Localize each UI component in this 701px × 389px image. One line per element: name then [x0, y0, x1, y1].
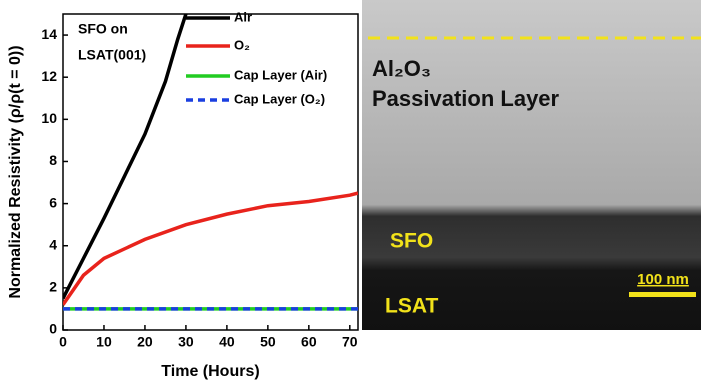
plot-frame — [62, 13, 359, 331]
annotation: SFO on — [78, 21, 128, 37]
tem-micrograph — [362, 0, 701, 330]
series-line — [63, 191, 358, 306]
y-axis-label: Normalized Resistivity (ρ/ρ(t = 0)) — [7, 45, 24, 298]
plot-lines — [63, 14, 358, 311]
y-tick-label: 6 — [49, 194, 57, 210]
y-tick-label: 14 — [41, 26, 57, 42]
y-tick-label: 8 — [49, 152, 57, 168]
tem-image: Al₂O₃ Passivation Layer SFO LSAT 100 nm — [362, 0, 701, 330]
x-tick-label: 50 — [260, 334, 276, 350]
x-tick-label: 70 — [342, 334, 358, 350]
legend-label: Cap Layer (Air) — [234, 67, 327, 82]
legend-label: Cap Layer (O₂) — [234, 91, 325, 106]
x-axis-label: Time (Hours) — [161, 363, 259, 380]
y-tick-label: 2 — [49, 279, 57, 295]
x-tick-label: 0 — [59, 334, 67, 350]
annotation: LSAT(001) — [78, 47, 146, 63]
scale-bar-label: 100 nm — [637, 271, 689, 288]
x-tick-label: 60 — [301, 334, 317, 350]
y-tick-label: 10 — [41, 110, 57, 126]
series-line — [63, 14, 188, 300]
y-tick-label: 12 — [41, 68, 57, 84]
substrate-label: LSAT — [385, 295, 438, 318]
legend-label: O₂ — [234, 37, 250, 52]
x-tick-label: 20 — [137, 334, 153, 350]
scale-bar — [629, 292, 696, 297]
x-tick-label: 10 — [96, 334, 112, 350]
layer-label: Al₂O₃ — [372, 56, 431, 81]
x-tick-label: 30 — [178, 334, 194, 350]
layer-label: Passivation Layer — [372, 86, 560, 111]
y-tick-label: 0 — [49, 321, 57, 337]
legend-label: Air — [234, 9, 252, 24]
x-tick-label: 40 — [219, 334, 235, 350]
film-label: SFO — [390, 230, 433, 253]
y-tick-label: 4 — [49, 236, 57, 252]
